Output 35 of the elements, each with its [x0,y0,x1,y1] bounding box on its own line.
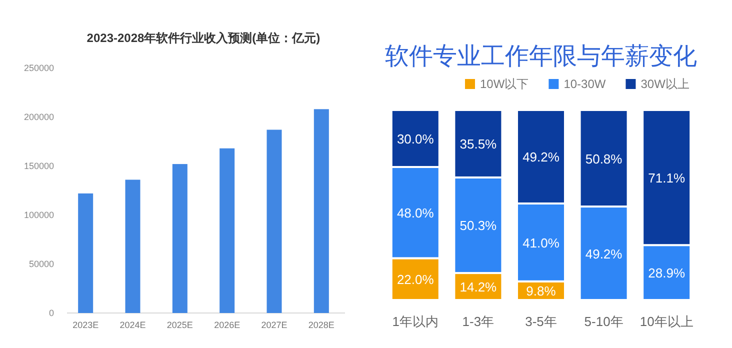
x-tick-label: 2025E [166,320,193,330]
legend-label: 10W以下 [480,77,529,91]
data-label: 9.8% [526,284,556,299]
data-label: 49.2% [585,246,623,262]
y-tick-label: 50000 [28,259,54,269]
data-label: 71.1% [648,170,686,186]
data-label: 35.5% [460,136,498,152]
chart-title: 软件专业工作年限与年薪变化 [385,43,697,70]
y-tick-label: 0 [48,308,54,318]
x-tick-label: 5-10年 [584,314,624,329]
x-tick-label: 1年以内 [392,314,439,329]
data-label: 49.2% [522,150,560,165]
y-tick-label: 250000 [24,63,54,73]
x-tick-label: 1-3年 [462,314,494,329]
x-tick-label: 2027E [261,320,288,330]
x-tick-label: 2026E [214,320,240,330]
x-tick-label: 2028E [308,320,334,330]
y-tick-label: 200000 [24,112,54,122]
y-tick-label: 100000 [24,210,54,220]
data-label: 30.0% [396,132,434,146]
x-tick-label: 2023E [72,320,99,330]
x-tick-label: 2024E [120,320,146,330]
data-label: 22.0% [396,272,434,288]
x-tick-label: 3-5年 [525,314,557,329]
series-label: 30W以上 [640,77,690,91]
chart-title: 2023-2028年软件行业收入预测(单位：亿元) [86,31,320,45]
data-label: 14.2% [460,280,498,295]
data-label: 48.0% [396,206,434,221]
legend-label: 10-30W [564,77,606,91]
data-label: 50.8% [585,151,623,166]
data-label: 41.0% [522,235,560,250]
data-label: 50.3% [460,218,498,234]
y-tick-label: 150000 [24,161,54,171]
data-label: 28.9% [648,266,686,281]
x-tick-label: 10年以上 [640,314,694,329]
